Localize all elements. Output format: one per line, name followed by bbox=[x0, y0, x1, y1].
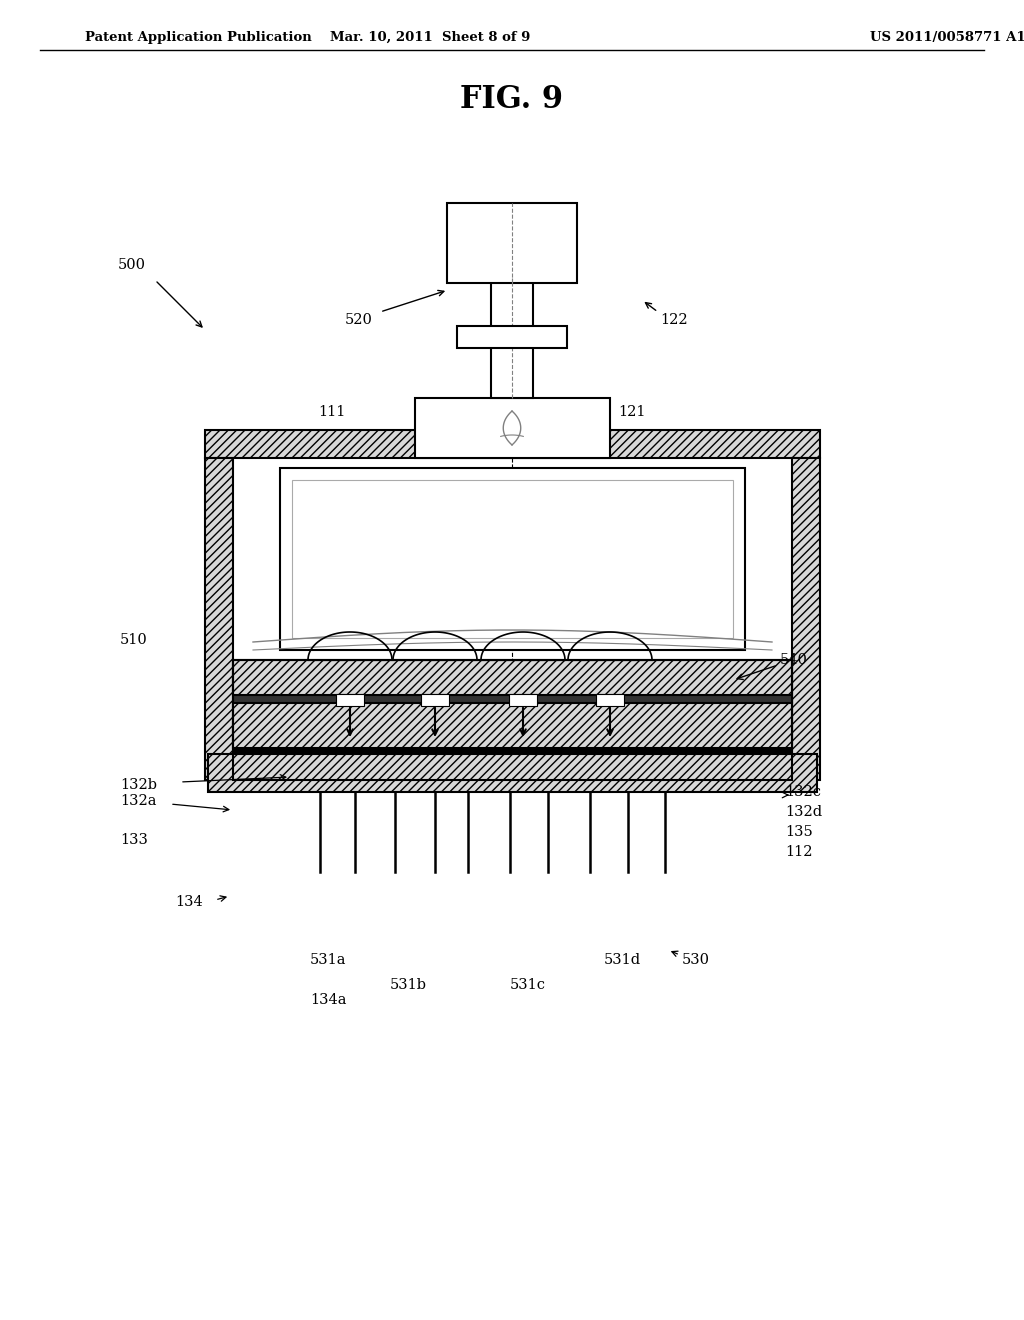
Bar bbox=[280, 469, 745, 649]
Text: 531b: 531b bbox=[390, 978, 427, 993]
Text: 133: 133 bbox=[120, 833, 147, 847]
Text: 530: 530 bbox=[682, 953, 710, 968]
Text: 132c: 132c bbox=[785, 785, 821, 799]
Text: 520: 520 bbox=[345, 313, 373, 327]
Text: 132b: 132b bbox=[120, 777, 157, 792]
Bar bbox=[233, 458, 792, 780]
Text: 122: 122 bbox=[660, 313, 688, 327]
Text: 132a: 132a bbox=[120, 795, 157, 808]
Text: US 2011/0058771 A1: US 2011/0058771 A1 bbox=[870, 30, 1024, 44]
Bar bbox=[509, 694, 537, 706]
Bar bbox=[457, 326, 567, 348]
Text: 531c: 531c bbox=[510, 978, 546, 993]
Bar bbox=[292, 480, 733, 638]
Bar bbox=[596, 694, 624, 706]
Bar bbox=[233, 704, 792, 748]
Bar bbox=[415, 399, 610, 458]
Bar bbox=[490, 279, 534, 399]
Text: 540: 540 bbox=[780, 653, 808, 667]
Bar bbox=[233, 696, 792, 704]
Text: 500: 500 bbox=[118, 257, 146, 272]
Bar bbox=[205, 458, 233, 780]
Text: 531a: 531a bbox=[310, 953, 346, 968]
Bar bbox=[421, 694, 449, 706]
Text: FIG. 9: FIG. 9 bbox=[461, 84, 563, 116]
Bar bbox=[447, 203, 577, 282]
Text: 134: 134 bbox=[175, 895, 203, 909]
Bar bbox=[233, 748, 792, 754]
Text: 134a: 134a bbox=[310, 993, 346, 1007]
Text: 132d: 132d bbox=[785, 805, 822, 818]
Bar bbox=[205, 430, 820, 458]
Text: Patent Application Publication: Patent Application Publication bbox=[85, 30, 311, 44]
Bar bbox=[336, 694, 364, 706]
Text: Mar. 10, 2011  Sheet 8 of 9: Mar. 10, 2011 Sheet 8 of 9 bbox=[330, 30, 530, 44]
Text: 531d: 531d bbox=[604, 953, 641, 968]
Bar bbox=[233, 660, 792, 780]
Text: 111: 111 bbox=[318, 405, 345, 418]
Bar bbox=[208, 754, 817, 792]
Text: 121: 121 bbox=[618, 405, 645, 418]
Bar bbox=[233, 660, 792, 696]
Text: 112: 112 bbox=[785, 845, 812, 859]
Bar bbox=[792, 458, 820, 780]
Text: 510: 510 bbox=[120, 634, 147, 647]
Text: 135: 135 bbox=[785, 825, 813, 840]
